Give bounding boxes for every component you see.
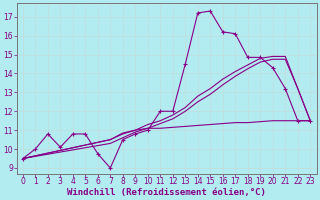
X-axis label: Windchill (Refroidissement éolien,°C): Windchill (Refroidissement éolien,°C) xyxy=(67,188,266,197)
